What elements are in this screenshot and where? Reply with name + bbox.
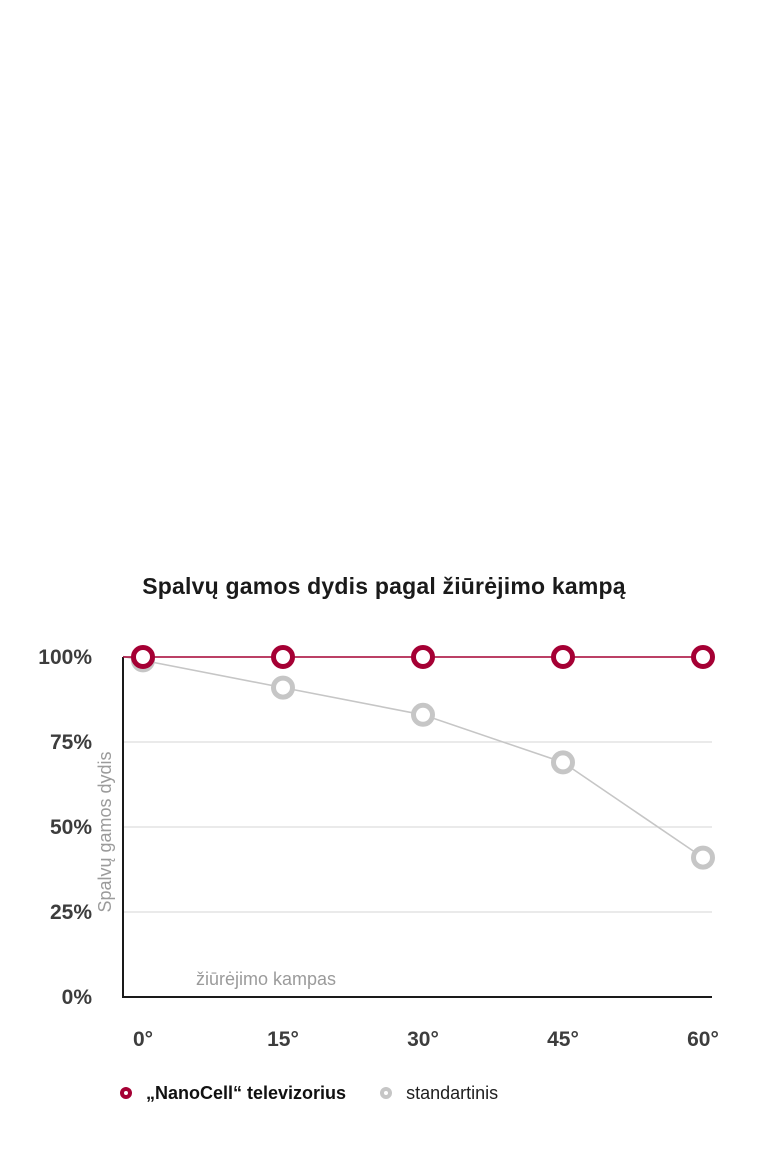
data-point-marker-series-0 xyxy=(551,645,575,669)
x-tick-label: 0° xyxy=(133,1028,153,1051)
legend-item-standard: standartinis xyxy=(380,1083,498,1104)
standard-series-marker-icon xyxy=(380,1087,393,1099)
chart-legend: „NanoCell“ televizorius standartinis xyxy=(120,1078,498,1108)
legend-item-nanocell: „NanoCell“ televizorius xyxy=(120,1083,346,1104)
data-point-marker-series-1 xyxy=(691,845,715,870)
data-point-marker-series-0 xyxy=(131,645,155,669)
data-point-marker-series-1 xyxy=(411,702,435,727)
data-point-marker-series-0 xyxy=(411,645,435,669)
nanocell-legend-label: „NanoCell“ televizorius xyxy=(146,1082,347,1103)
x-tick-label: 60° xyxy=(687,1028,719,1051)
data-point-marker-series-1 xyxy=(271,675,295,700)
y-tick-label: 75% xyxy=(50,731,92,754)
x-tick-label: 45° xyxy=(547,1028,579,1051)
data-point-marker-series-0 xyxy=(691,645,715,669)
nanocell-series-marker-icon xyxy=(120,1087,132,1099)
y-tick-label: 100% xyxy=(38,646,92,669)
y-tick-label: 25% xyxy=(50,901,92,924)
x-axis-title: žiūrėjimo kampas xyxy=(196,969,336,989)
y-axis-title: Spalvų gamos dydis xyxy=(95,751,115,912)
standard-legend-label: standartinis xyxy=(406,1082,499,1103)
y-tick-label: 0% xyxy=(62,986,93,1009)
data-point-marker-series-1 xyxy=(551,750,575,775)
x-tick-label: 15° xyxy=(267,1028,299,1051)
x-tick-label: 30° xyxy=(407,1028,439,1051)
chart-title: Spalvų gamos dydis pagal žiūrėjimo kampą xyxy=(142,573,626,599)
y-tick-label: 50% xyxy=(50,816,92,839)
data-point-marker-series-0 xyxy=(271,645,295,669)
